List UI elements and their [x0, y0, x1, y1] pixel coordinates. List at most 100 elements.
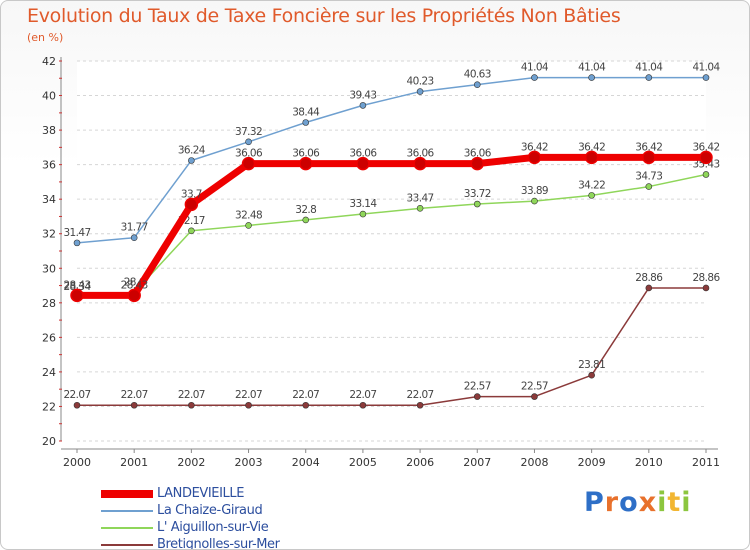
data-label: 41.04	[521, 62, 549, 74]
data-label: 28.86	[635, 272, 663, 284]
x-tick-label: 2009	[578, 456, 606, 469]
data-label: 36.42	[521, 141, 548, 153]
legend-swatch	[101, 526, 153, 529]
y-tick-label: 38	[42, 124, 56, 137]
legend-item: LANDEVIEILLE	[101, 485, 280, 502]
y-tick-label: 30	[42, 262, 56, 275]
y-tick-label: 22	[42, 400, 56, 413]
data-label: 37.32	[235, 126, 262, 138]
data-point	[470, 156, 485, 171]
data-point	[302, 216, 310, 224]
x-tick-label: 2005	[349, 456, 377, 469]
legend-label: La Chaize-Giraud	[157, 503, 263, 518]
proxiti-logo: Proxiti	[584, 487, 692, 518]
data-label: 39.43	[349, 89, 376, 101]
data-point	[188, 227, 195, 235]
data-point	[645, 284, 653, 292]
data-point	[359, 401, 367, 409]
data-point	[130, 401, 138, 409]
y-tick-label: 36	[42, 159, 56, 172]
data-point	[527, 150, 542, 165]
data-point	[416, 401, 424, 409]
data-label: 41.04	[692, 62, 720, 74]
data-label: 28.43	[121, 279, 148, 291]
data-label: 22.57	[464, 381, 491, 393]
data-label: 38.44	[292, 106, 320, 118]
plot-area	[77, 61, 706, 441]
data-point	[642, 150, 656, 165]
data-label: 33.72	[464, 188, 491, 200]
data-point	[473, 200, 481, 208]
data-label: 41.04	[635, 62, 663, 74]
y-tick-label: 42	[42, 55, 56, 68]
series-line	[76, 76, 706, 244]
data-point	[413, 156, 427, 171]
data-label: 22.07	[349, 389, 376, 401]
data-point	[241, 156, 256, 171]
series-line	[77, 153, 706, 299]
data-point	[245, 401, 252, 409]
data-label: 28.86	[692, 272, 720, 284]
data-point	[184, 197, 199, 212]
data-point	[645, 74, 653, 81]
x-tick-label: 2010	[635, 456, 663, 469]
data-point	[473, 81, 481, 88]
data-point	[245, 138, 252, 146]
data-label: 36.06	[407, 148, 435, 160]
data-label: 22.07	[292, 389, 319, 401]
data-point	[359, 102, 367, 109]
x-tick-label: 2003	[235, 456, 263, 469]
data-point	[127, 288, 141, 303]
data-point	[531, 197, 538, 205]
data-point	[70, 288, 84, 303]
data-label: 40.23	[407, 76, 434, 88]
data-label: 36.06	[235, 148, 263, 160]
data-point	[584, 150, 599, 165]
y-tick-label: 20	[42, 435, 56, 448]
data-label: 22.07	[235, 389, 262, 401]
data-point	[356, 156, 370, 171]
data-label: 35.43	[692, 158, 719, 170]
data-point	[359, 210, 367, 218]
data-label: 22.07	[63, 389, 90, 401]
data-point	[188, 401, 195, 409]
data-point	[588, 371, 595, 379]
legend: LANDEVIEILLE La Chaize-Giraud L' Aiguillon…	[101, 485, 280, 550]
legend-label: Bretignolles-sur-Mer	[157, 537, 280, 550]
data-label: 34.22	[578, 179, 605, 191]
legend-swatch	[101, 489, 153, 498]
data-point	[188, 157, 195, 164]
x-tick-label: 2011	[692, 456, 720, 469]
series-la-chaize-giraud: 31.47 31.77 36.24 37.32 38.44 39.43 40.23 40.63…	[63, 62, 721, 247]
data-label: 33.14	[349, 198, 377, 210]
data-point	[588, 74, 595, 81]
y-tick-label: 40	[42, 90, 56, 103]
y-tick-label: 26	[42, 331, 56, 344]
data-label: 22.07	[407, 389, 434, 401]
data-point	[588, 192, 595, 199]
data-point	[73, 401, 81, 409]
legend-item: L' Aiguillon-sur-Vie	[101, 519, 280, 536]
y-tick-label: 32	[42, 228, 56, 241]
data-label: 36.42	[635, 141, 662, 153]
data-label: 36.42	[578, 141, 605, 153]
y-tick-label: 28	[42, 297, 56, 310]
data-label: 33.89	[521, 185, 548, 197]
data-point	[702, 284, 710, 292]
series-landevieille: 28.43 28.43 33.7 36.06 36.06 36.06 36.06 36.06 3…	[63, 141, 720, 303]
data-point	[702, 74, 710, 81]
legend-label: L' Aiguillon-sur-Vie	[157, 520, 269, 535]
data-label: 22.07	[178, 389, 205, 401]
data-point	[302, 119, 310, 126]
legend-item: Bretignolles-sur-Mer	[101, 536, 280, 550]
data-label: 31.47	[63, 227, 90, 239]
data-point	[130, 234, 138, 241]
y-tick-label: 34	[42, 193, 56, 206]
data-label: 41.04	[578, 62, 606, 74]
x-tick-label: 2002	[177, 456, 205, 469]
data-point	[302, 401, 310, 409]
data-label: 33.47	[407, 192, 434, 204]
data-point	[416, 88, 424, 95]
data-point	[699, 150, 713, 165]
data-label: 31.77	[121, 222, 148, 234]
